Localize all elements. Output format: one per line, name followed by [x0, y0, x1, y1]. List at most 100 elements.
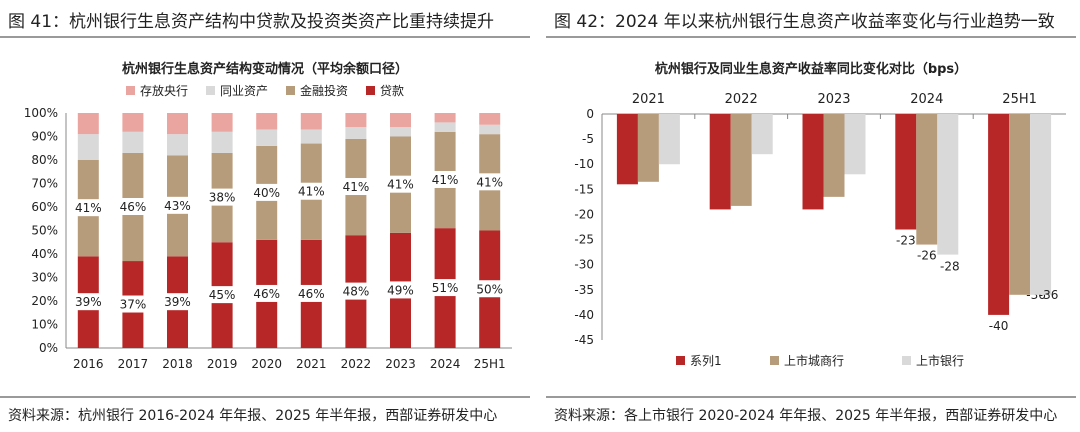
- right-y-tick-label: -40: [574, 308, 594, 322]
- left-data-label-bg: [113, 198, 152, 215]
- left-data-label: 48%: [343, 285, 370, 299]
- left-bar-segment: [122, 113, 144, 132]
- left-bar-segment: [211, 131, 233, 153]
- left-data-label-bg: [470, 173, 509, 191]
- left-x-tick-label: 2020: [251, 357, 282, 371]
- right-x-axis: 2021 2022 2023 2024 25H1: [632, 92, 1037, 107]
- left-data-label: 49%: [387, 283, 414, 297]
- left-x-axis: 2016 2017 2018 2019 2020 2021 2022 2023 2024 25H1: [73, 357, 506, 371]
- right-x-tick-label: 2023: [817, 92, 850, 107]
- left-figure-title: 图 41：杭州银行生息资产结构中贷款及投资类资产比重持续提升: [8, 12, 495, 32]
- left-data-label: 41%: [75, 201, 102, 215]
- right-y-tick-label: 0: [586, 107, 594, 121]
- right-y-tick-label: -25: [574, 233, 594, 247]
- left-bar-segment: [77, 113, 99, 135]
- left-data-label-bg: [336, 282, 375, 300]
- left-legend-label: 贷款: [380, 84, 404, 98]
- left-x-tick-label: 2024: [430, 357, 461, 371]
- left-data-label: 39%: [75, 295, 102, 309]
- left-data-label: 41%: [476, 175, 503, 189]
- left-y-tick-label: 100%: [24, 106, 58, 120]
- left-legend-label: 同业资产: [220, 84, 268, 98]
- right-x-tick-label: 2022: [725, 92, 758, 107]
- right-bar: [988, 114, 1010, 315]
- left-data-label-bg: [247, 284, 286, 302]
- left-x-tick-label: 2016: [73, 357, 104, 371]
- left-x-tick-label: 2019: [207, 357, 238, 371]
- right-y-tick-label: -20: [574, 207, 594, 221]
- right-y-tick-label: -30: [574, 258, 594, 272]
- right-bar: [916, 114, 938, 245]
- right-grouped-bar-chart: 杭州银行及同业生息资产收益率同比变化对比（bps） 0 -5 -10 -15 -20 -2…: [574, 61, 1066, 368]
- right-legend-swatch: [902, 356, 911, 365]
- left-data-label-bg: [470, 280, 509, 298]
- left-y-tick-label: 60%: [31, 200, 58, 214]
- left-data-label-bg: [69, 199, 108, 217]
- right-bar: [844, 114, 866, 175]
- right-data-label: -26: [917, 249, 937, 263]
- right-top-rule: [546, 36, 1076, 38]
- left-legend-swatch: [286, 86, 295, 95]
- left-data-label: 40%: [253, 186, 280, 200]
- left-legend: 存放央行 同业资产 金融投资 贷款: [126, 83, 404, 98]
- right-x-tick-label: 2021: [632, 92, 665, 107]
- left-x-tick-label: 2022: [341, 357, 372, 371]
- left-bar-segment: [211, 113, 233, 132]
- right-bar: [730, 114, 752, 206]
- left-data-label-bg: [426, 170, 465, 188]
- left-bar-segment: [256, 129, 278, 146]
- right-bar: [751, 114, 773, 155]
- left-legend-swatch: [126, 86, 135, 95]
- right-legend-label: 系列1: [690, 354, 722, 368]
- right-data-label: -40: [989, 319, 1009, 333]
- right-figure-panel: 图 42：2024 年以来杭州银行生息资产收益率变化与行业趋势一致 杭州银行及同…: [546, 0, 1076, 432]
- left-data-label-bg: [381, 175, 420, 193]
- left-bottom-rule: [0, 396, 530, 398]
- left-bar-segment: [345, 127, 367, 139]
- left-legend-label: 金融投资: [300, 83, 348, 98]
- left-x-tick-label: 2021: [296, 357, 327, 371]
- left-bar-segment: [256, 113, 278, 130]
- left-bar-segment: [434, 122, 456, 132]
- right-y-tick-label: -15: [574, 182, 594, 196]
- right-bar: [1009, 114, 1031, 295]
- right-y-tick-label: -45: [574, 333, 594, 347]
- right-data-label: -23: [896, 234, 916, 248]
- left-data-label: 43%: [164, 199, 191, 213]
- left-legend-label: 存放央行: [140, 83, 188, 98]
- left-top-rule: [0, 36, 530, 38]
- left-data-label-bg: [69, 293, 108, 311]
- left-bar-segment: [390, 113, 411, 128]
- right-bottom-rule: [546, 396, 1076, 398]
- right-bar: [895, 114, 917, 230]
- right-bar: [709, 114, 731, 210]
- right-bar: [616, 114, 638, 185]
- left-data-label: 46%: [253, 287, 280, 301]
- left-data-label: 41%: [343, 180, 370, 194]
- right-data-label: -28: [940, 260, 960, 274]
- left-data-label: 41%: [298, 185, 325, 199]
- right-y-tick-label: -5: [582, 132, 594, 146]
- left-x-tick-label: 25H1: [474, 357, 506, 371]
- right-legend-swatch: [770, 356, 779, 365]
- left-bar-segment: [122, 131, 144, 153]
- right-data-label: -36: [1039, 288, 1059, 302]
- left-data-label-bg: [158, 293, 197, 311]
- left-data-label: 51%: [432, 281, 459, 295]
- right-bar: [802, 114, 824, 210]
- left-bar-segment: [167, 113, 188, 135]
- right-legend-swatch: [676, 356, 685, 365]
- left-bar-segment: [300, 113, 322, 130]
- left-y-tick-label: 90%: [31, 130, 58, 144]
- left-x-tick-label: 2023: [385, 357, 416, 371]
- right-legend-label: 上市城商行: [784, 353, 844, 368]
- left-data-label-bg: [203, 286, 242, 304]
- right-legend-label: 上市银行: [916, 353, 964, 368]
- left-bars: 39% 41% 37% 46% 39% 43% 45% 38% 46% 40% 46% 41% 48% 4…: [69, 113, 509, 348]
- left-data-label-bg: [247, 183, 286, 201]
- left-legend-swatch: [206, 86, 215, 95]
- left-data-label: 50%: [476, 282, 503, 296]
- left-data-label-bg: [292, 182, 331, 200]
- left-data-label-bg: [292, 284, 331, 302]
- left-data-label-bg: [426, 279, 465, 297]
